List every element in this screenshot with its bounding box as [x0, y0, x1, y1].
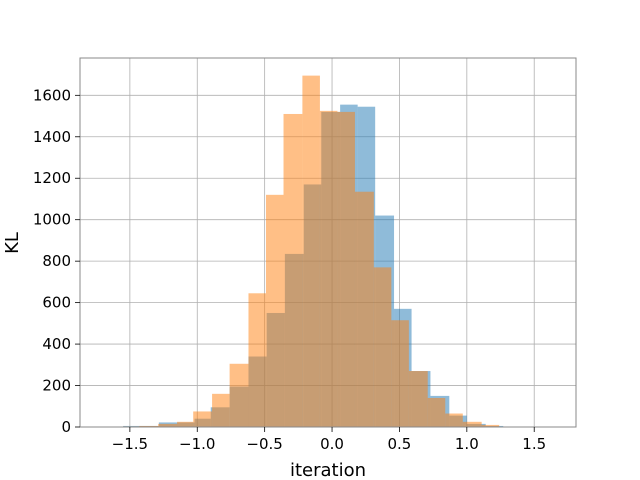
- histogram-bar: [212, 393, 230, 427]
- histogram-bar: [158, 423, 178, 427]
- y-tick-label: 400: [42, 335, 71, 353]
- histogram-bars: [123, 75, 504, 428]
- histogram-bar: [229, 363, 249, 427]
- x-tick-label: −1.0: [179, 435, 215, 453]
- axis-ticks: −1.5 −1.0 −0.5 0.0 0.5 1.0 1.5 0 200 400 600 800 100…: [33, 86, 546, 453]
- histogram-bar: [462, 421, 482, 427]
- y-tick-label: 200: [42, 377, 71, 395]
- histogram-bar: [177, 421, 194, 427]
- histogram-bar: [302, 75, 320, 427]
- y-axis-label: KL: [2, 232, 23, 254]
- plot-frame: [79, 57, 577, 428]
- x-tick-label: 0.5: [388, 435, 412, 453]
- histogram-bar: [248, 293, 266, 427]
- histogram-series-2: [123, 75, 500, 428]
- y-tick-label: 600: [42, 294, 71, 312]
- x-tick-label: 1.5: [522, 435, 546, 453]
- histogram-bar: [481, 424, 500, 427]
- histogram-bar: [319, 110, 338, 427]
- y-tick-label: 1600: [33, 86, 71, 104]
- x-tick-label: −1.5: [112, 435, 148, 453]
- histogram-bar: [373, 267, 392, 427]
- histogram-bar: [391, 320, 409, 427]
- histogram-bar: [354, 191, 374, 427]
- x-axis-label: iteration: [290, 460, 366, 480]
- histogram-bar: [193, 411, 213, 427]
- histogram-bar: [445, 413, 463, 427]
- histogram-bar: [139, 425, 159, 427]
- y-tick-label: 1200: [33, 169, 71, 187]
- histogram-bar: [266, 194, 284, 427]
- y-tick-label: 1000: [33, 211, 71, 229]
- x-tick-label: 0.0: [320, 435, 344, 453]
- x-tick-label: −0.5: [246, 435, 282, 453]
- histogram-bar: [337, 111, 355, 428]
- histogram-bar: [427, 397, 446, 427]
- x-tick-label: 1.0: [455, 435, 479, 453]
- y-tick-label: 1400: [33, 128, 71, 146]
- histogram-bar: [283, 113, 303, 427]
- histogram-bar: [408, 371, 428, 427]
- y-tick-label: 0: [61, 418, 71, 436]
- y-tick-label: 800: [42, 252, 71, 270]
